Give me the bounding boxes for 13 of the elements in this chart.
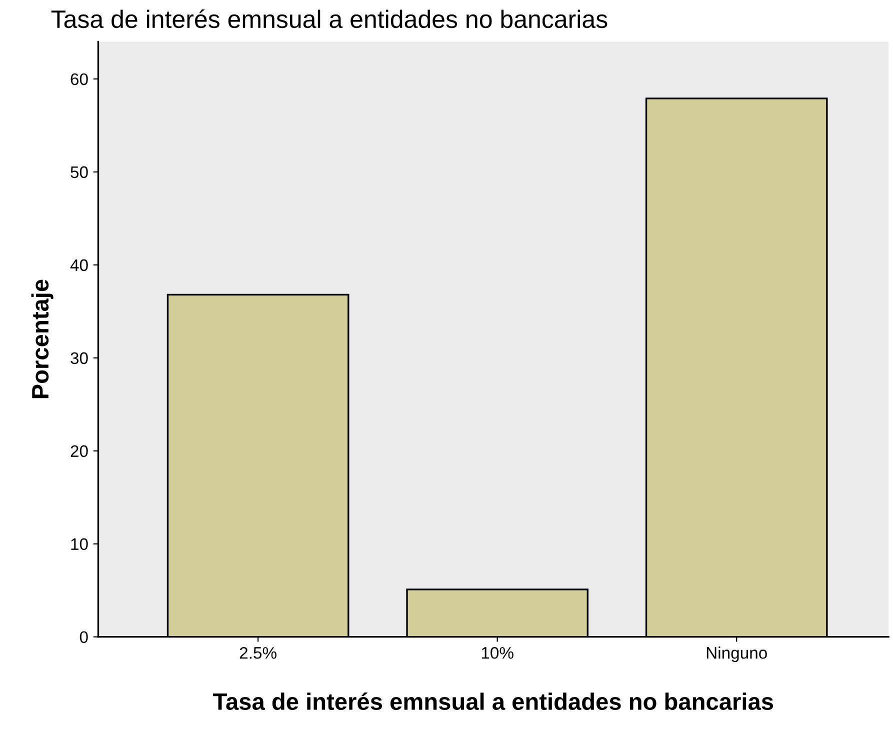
x-axis-title: Tasa de interés emnsual a entidades no bancarias [213, 692, 774, 710]
chart-title: Tasa de interés emnsual a entidades no bancarias [51, 9, 608, 28]
x-tick-label: 2.5% [240, 647, 276, 659]
y-tick-label: 60 [70, 73, 88, 86]
y-tick-label: 20 [70, 445, 88, 458]
y-tick-label: 40 [70, 259, 88, 272]
y-tick-label: 0 [80, 631, 88, 644]
y-axis-title: Porcentaje [31, 280, 54, 398]
y-tick-label: 50 [70, 166, 88, 178]
x-tick-label: 10% [482, 647, 514, 659]
y-tick-label: 10 [71, 538, 88, 550]
x-tick-label: Ninguno [706, 646, 767, 662]
y-tick-label: 30 [70, 352, 88, 364]
